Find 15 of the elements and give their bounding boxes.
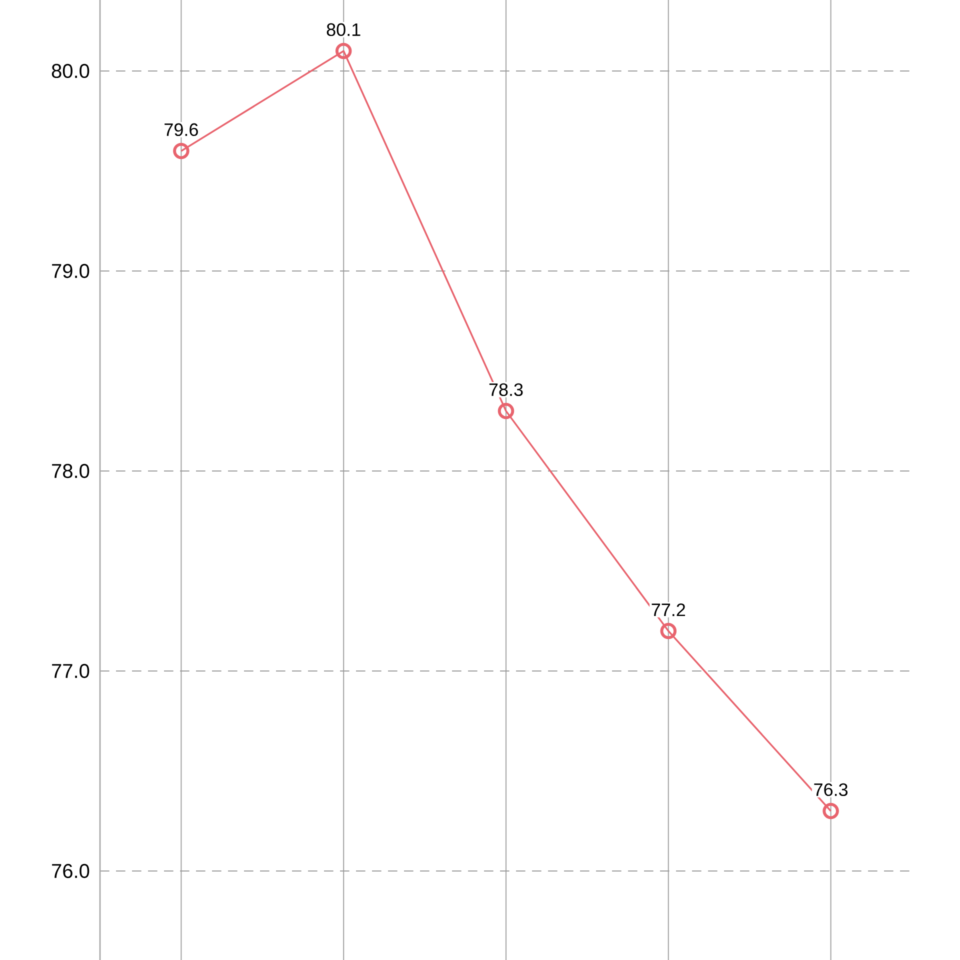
point (660, 622, 677, 640)
point (822, 802, 839, 820)
point (498, 402, 514, 420)
data-label: 77.2 (652, 603, 686, 616)
point (173, 142, 190, 160)
data-label: 78.3 (489, 383, 523, 396)
data-label: 80.1 (326, 23, 360, 36)
y-tick-label: 80.0 (52, 64, 90, 78)
point (335, 42, 352, 60)
y-tick-label: 78.0 (52, 464, 90, 478)
y-tick-label: 76.0 (52, 864, 90, 878)
y-tick-label: 77.0 (52, 664, 90, 678)
data-label: 79.6 (164, 123, 198, 136)
y-tick-label: 79.0 (52, 264, 90, 278)
data-label: 76.3 (814, 783, 848, 796)
